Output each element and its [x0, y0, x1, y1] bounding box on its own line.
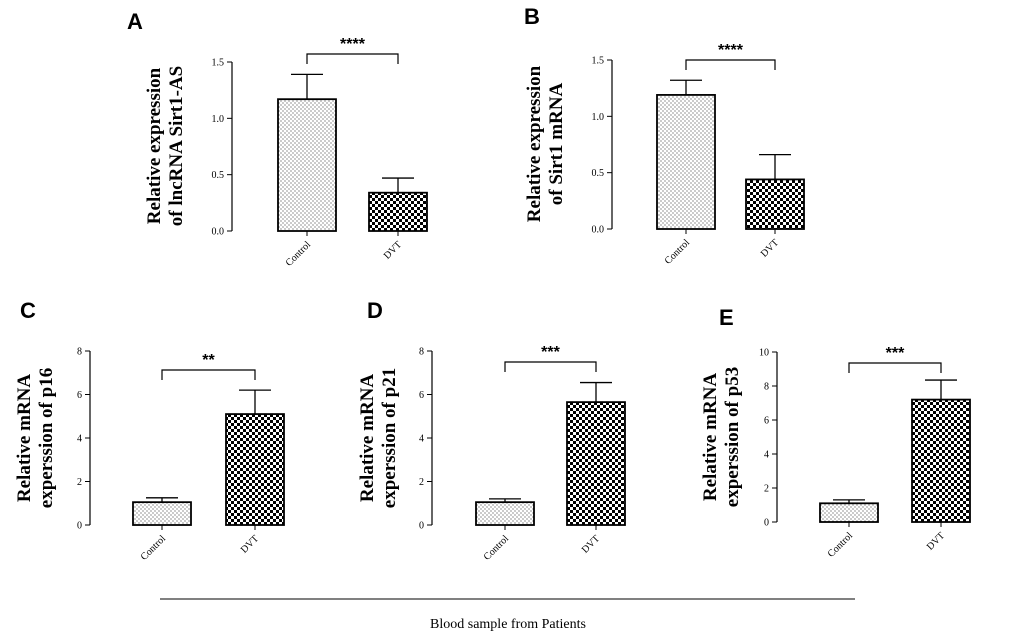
x-category-label: Control [663, 237, 693, 267]
x-category-label: DVT [239, 533, 261, 555]
y-axis-title-line: experssion of p53 [722, 367, 743, 507]
y-tick-label: 8 [77, 347, 82, 358]
y-tick-label: 2 [77, 477, 82, 488]
y-tick-label: 0 [77, 521, 82, 532]
significance-bracket [848, 362, 942, 373]
y-tick-label: 8 [764, 382, 769, 393]
significance-bracket [161, 369, 256, 380]
bar-control [277, 98, 337, 232]
y-tick-label: 2 [764, 484, 769, 495]
x-category-label: DVT [580, 533, 602, 555]
x-category-label: Control [284, 239, 314, 269]
bar-dvt [368, 191, 428, 232]
y-tick-label: 0.5 [592, 168, 605, 179]
y-tick-label: 0.0 [592, 225, 605, 236]
y-tick-label: 1.0 [212, 114, 225, 125]
y-tick-label: 1.5 [212, 58, 225, 69]
bar-dvt [745, 178, 805, 230]
panel-letter: B [524, 4, 540, 29]
significance-label: *** [541, 344, 560, 361]
x-category-label: Control [482, 533, 512, 563]
panel-d: D Relative mRNAexperssion of p21 0 2 4 6 8 Cont… [357, 298, 626, 563]
y-axis-title: Relative mRNAexperssion of p53 [700, 367, 743, 507]
y-tick-label: 0.0 [212, 227, 225, 238]
bar-dvt [911, 398, 971, 523]
y-tick-label: 4 [764, 450, 769, 461]
footer-group: Blood sample from Patients [160, 598, 855, 632]
y-tick-label: 0 [764, 518, 769, 529]
y-axis-title-line: Relative mRNA [357, 374, 378, 502]
y-axis-title-line: experssion of p16 [36, 368, 57, 508]
x-category-label: DVT [925, 530, 947, 552]
y-tick-label: 6 [77, 390, 82, 401]
bar-control [656, 94, 716, 230]
y-tick-label: 6 [764, 416, 769, 427]
panel-letter: E [719, 305, 734, 330]
bar-control [132, 501, 192, 526]
x-category-label: Control [826, 530, 856, 560]
y-axis-title-line: of Sirt1 mRNA [546, 83, 567, 206]
y-axis-title-line: Relative expression [524, 65, 545, 222]
y-axis-title: Relative expressionof lncRNA Sirt1-AS [144, 66, 187, 226]
significance-label: ** [202, 352, 215, 369]
x-category-label: DVT [759, 237, 781, 259]
significance-label: *** [886, 345, 905, 362]
y-axis-title-line: Relative mRNA [700, 373, 721, 501]
y-tick-label: 0.5 [212, 170, 225, 181]
y-axis-title: Relative mRNAexperssion of p16 [14, 368, 57, 508]
y-tick-label: 2 [419, 477, 424, 488]
y-axis-title-line: Relative expression [144, 67, 165, 224]
x-category-label: Control [139, 533, 169, 563]
bar-dvt [566, 401, 626, 526]
panel-a: A Relative expressionof lncRNA Sirt1-AS 0.… [127, 9, 428, 269]
y-tick-label: 1.5 [592, 56, 605, 67]
x-category-label: DVT [382, 239, 404, 261]
panel-c: C Relative mRNAexperssion of p16 0 2 4 6 8 Cont… [14, 298, 285, 563]
y-axis-title-line: of lncRNA Sirt1-AS [166, 66, 187, 226]
y-axis-title-line: Relative mRNA [14, 374, 35, 502]
significance-label: **** [718, 42, 744, 59]
panel-b: B Relative expressionof Sirt1 mRNA 0.0 0.5 1… [524, 4, 805, 267]
significance-bracket [306, 53, 399, 64]
significance-bracket [504, 361, 597, 372]
panel-letter: D [367, 298, 383, 323]
bar-dvt [225, 413, 285, 526]
y-tick-label: 10 [759, 348, 769, 359]
y-tick-label: 1.0 [592, 112, 605, 123]
panel-e: E Relative mRNAexperssion of p53 0 2 4 6 8 10 Co… [700, 305, 971, 560]
significance-bracket [685, 59, 776, 70]
y-axis-title-line: experssion of p21 [379, 368, 400, 508]
panel-letter: C [20, 298, 36, 323]
y-tick-label: 0 [419, 521, 424, 532]
y-tick-label: 4 [77, 434, 82, 445]
y-tick-label: 4 [419, 434, 424, 445]
panel-letter: A [127, 9, 143, 34]
bar-control [475, 501, 535, 526]
y-axis-title: Relative mRNAexperssion of p21 [357, 368, 400, 508]
significance-label: **** [340, 36, 366, 53]
y-tick-label: 8 [419, 347, 424, 358]
y-tick-label: 6 [419, 390, 424, 401]
footer-caption: Blood sample from Patients [430, 617, 586, 632]
y-axis-title: Relative expressionof Sirt1 mRNA [524, 65, 567, 222]
bar-control [819, 502, 879, 523]
